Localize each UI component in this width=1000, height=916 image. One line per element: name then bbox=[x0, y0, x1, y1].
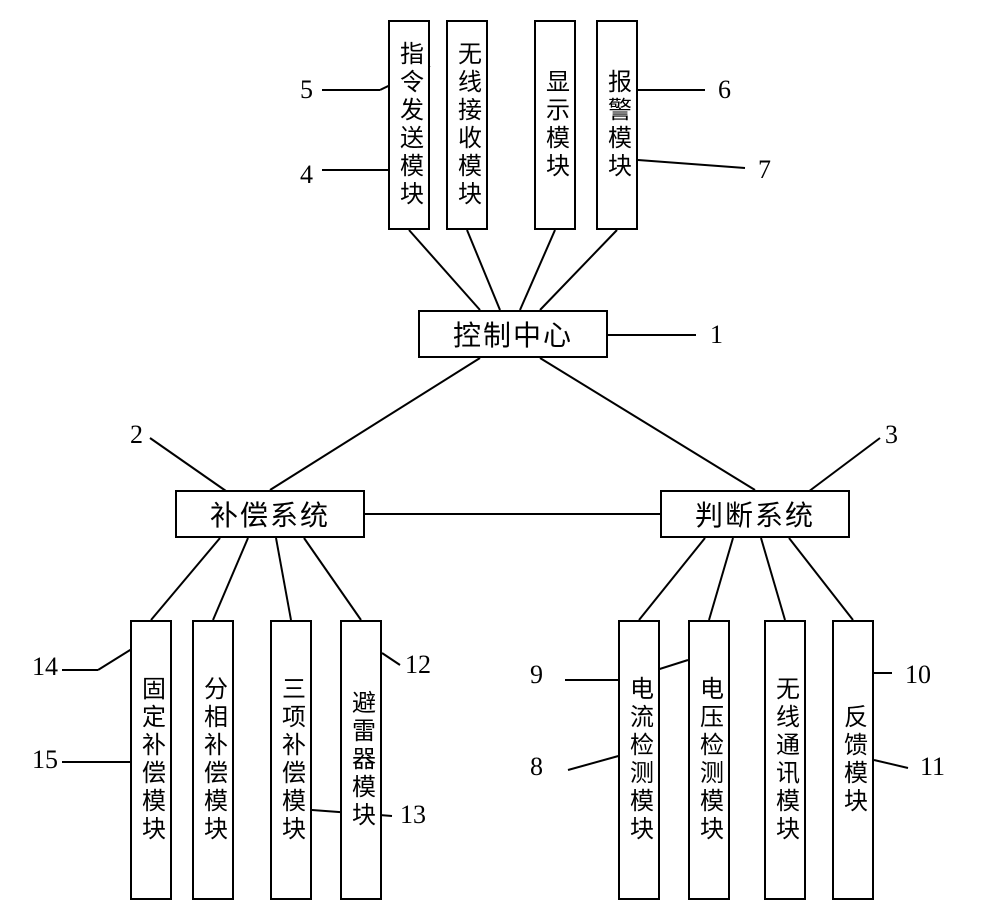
label-n4: 4 bbox=[300, 160, 313, 190]
label-n11: 11 bbox=[920, 752, 945, 782]
label-n5: 5 bbox=[300, 75, 313, 105]
node-display: 显示模块 bbox=[534, 20, 576, 230]
node-judge_system: 判断系统 bbox=[660, 490, 850, 538]
node-alarm: 报警模块 bbox=[596, 20, 638, 230]
label-n6: 6 bbox=[718, 75, 731, 105]
label-n2: 2 bbox=[130, 420, 143, 450]
node-comp_system: 补偿系统 bbox=[175, 490, 365, 538]
node-three_comp: 三项补偿模块 bbox=[270, 620, 312, 900]
label-n12: 12 bbox=[405, 650, 431, 680]
label-n9: 9 bbox=[530, 660, 543, 690]
node-wireless_recv: 无线接收模块 bbox=[446, 20, 488, 230]
node-control_center: 控制中心 bbox=[418, 310, 608, 358]
label-n13: 13 bbox=[400, 800, 426, 830]
label-n3: 3 bbox=[885, 420, 898, 450]
node-feedback: 反馈模块 bbox=[832, 620, 874, 900]
label-n7: 7 bbox=[758, 155, 771, 185]
node-phase_comp: 分相补偿模块 bbox=[192, 620, 234, 900]
label-n1: 1 bbox=[710, 320, 723, 350]
node-wireless_comm: 无线通讯模块 bbox=[764, 620, 806, 900]
node-instr_send: 指令发送模块 bbox=[388, 20, 430, 230]
node-current_det: 电流检测模块 bbox=[618, 620, 660, 900]
node-voltage_det: 电压检测模块 bbox=[688, 620, 730, 900]
node-fixed_comp: 固定补偿模块 bbox=[130, 620, 172, 900]
label-n8: 8 bbox=[530, 752, 543, 782]
label-n15: 15 bbox=[32, 745, 58, 775]
label-n10: 10 bbox=[905, 660, 931, 690]
node-arrester: 避雷器模块 bbox=[340, 620, 382, 900]
label-n14: 14 bbox=[32, 652, 58, 682]
